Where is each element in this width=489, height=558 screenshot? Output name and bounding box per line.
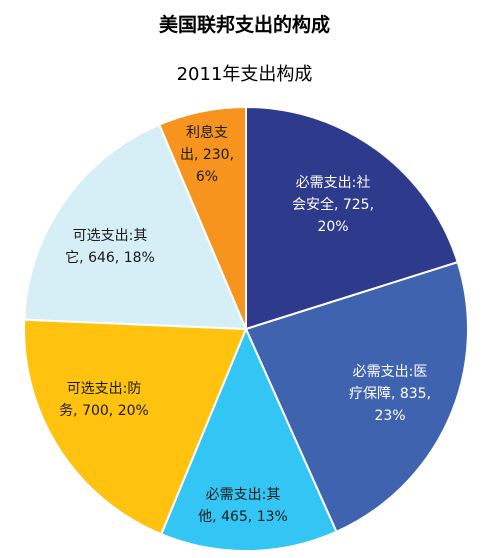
slice-label-line: 20% [317, 219, 348, 235]
slice-label-line: 必需支出:其 [206, 487, 281, 503]
slice-label-5: 利息支出, 230, 6% [180, 124, 234, 185]
slice-label-line: 23% [374, 408, 405, 424]
pie-slice-3 [23, 318, 248, 536]
slice-label-4: 可选支出:其它, 646, 18% [65, 228, 155, 266]
slice-label-line: 它, 646, 18% [65, 249, 155, 266]
slice-label-line: 出, 230, [180, 147, 234, 163]
pie-slice-2 [159, 326, 338, 552]
chart-subtitle: 2011年支出构成 [176, 64, 313, 85]
slice-label-2: 必需支出:其他, 465, 13% [198, 487, 288, 525]
slice-label-line: 利息支 [186, 124, 228, 141]
slice-label-line: 疗保障, 835, [349, 386, 431, 402]
slice-label-line: 他, 465, 13% [198, 509, 288, 525]
pie-slice-0 [245, 105, 459, 331]
slice-label-line: 可选支出:其 [73, 228, 148, 244]
slice-label-line: 务, 700, 20% [59, 403, 149, 419]
slice-label-line: 必需支出:社 [296, 175, 371, 191]
slice-label-line: 必需支出:医 [353, 364, 428, 380]
slice-label-line: 6% [196, 169, 218, 185]
pie-slice-1 [244, 260, 469, 534]
slice-label-line: 可选支出:防 [67, 381, 142, 397]
slice-label-1: 必需支出:医疗保障, 835, 23% [349, 364, 431, 424]
chart-main-title: 美国联邦支出的构成 [158, 14, 330, 36]
pie-slice-5 [157, 105, 247, 330]
slice-label-0: 必需支出:社会安全, 725, 20% [292, 175, 374, 235]
slice-label-line: 会安全, 725, [292, 196, 374, 213]
pie-slice-4 [23, 123, 248, 331]
slice-label-3: 可选支出:防务, 700, 20% [59, 381, 149, 419]
